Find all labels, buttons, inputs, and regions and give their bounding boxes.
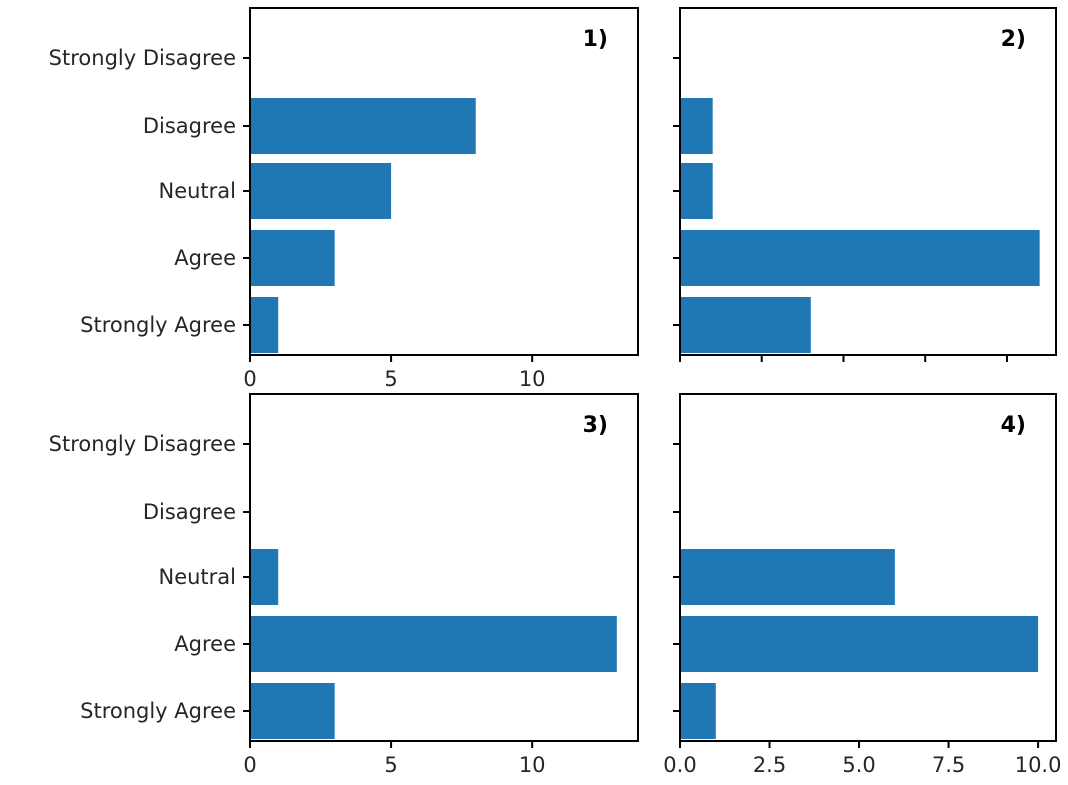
x-tick-label: 2.5 bbox=[753, 753, 786, 777]
bar-agree bbox=[680, 616, 1039, 672]
y-tick-label: Neutral bbox=[158, 179, 236, 203]
chart-panel-1: Strongly Disagree Disagree Neutral Agree Str… bbox=[49, 7, 639, 391]
plot-frame bbox=[679, 7, 1057, 356]
bar-strongly-agree bbox=[250, 683, 335, 739]
bar-disagree bbox=[680, 98, 713, 154]
plot-frame bbox=[679, 393, 1057, 742]
x-tick-label: 10 bbox=[519, 367, 546, 391]
x-tick-label: 0.0 bbox=[663, 753, 696, 777]
plot-frame bbox=[249, 7, 639, 356]
bar-neutral bbox=[680, 549, 895, 605]
bar-neutral bbox=[250, 549, 279, 605]
panel-label: 1) bbox=[583, 27, 608, 52]
x-tick-label: 5 bbox=[384, 367, 397, 391]
x-tick-label: 10 bbox=[519, 753, 546, 777]
bar-strongly-agree bbox=[680, 683, 716, 739]
x-tick-label: 10.0 bbox=[1015, 753, 1062, 777]
panel-label: 3) bbox=[583, 413, 608, 438]
y-tick-label: Disagree bbox=[143, 114, 236, 138]
x-tick-label: 0 bbox=[243, 367, 256, 391]
chart-panel-2: 2) bbox=[673, 7, 1057, 362]
x-tick-label: 5 bbox=[384, 753, 397, 777]
bar-disagree bbox=[250, 98, 476, 154]
bar-strongly-agree bbox=[680, 297, 811, 353]
bar-neutral bbox=[250, 163, 392, 219]
y-tick-label: Disagree bbox=[143, 500, 236, 524]
y-tick-label: Agree bbox=[174, 632, 236, 656]
y-tick-label: Agree bbox=[174, 246, 236, 270]
panel-label: 4) bbox=[1001, 413, 1026, 438]
bar-agree bbox=[250, 616, 617, 672]
bar-strongly-agree bbox=[250, 297, 279, 353]
x-tick-label: 7.5 bbox=[932, 753, 965, 777]
x-tick-label: 0 bbox=[243, 753, 256, 777]
y-tick-label: Strongly Disagree bbox=[49, 432, 236, 456]
bar-neutral bbox=[680, 163, 713, 219]
y-tick-label: Neutral bbox=[158, 565, 236, 589]
y-tick-label: Strongly Agree bbox=[80, 699, 236, 723]
plot-frame bbox=[249, 393, 639, 742]
bar-agree bbox=[250, 230, 335, 286]
chart-panel-4: 0.0 2.5 5.0 7.5 10.0 4) bbox=[663, 393, 1062, 777]
y-tick-label: Strongly Agree bbox=[80, 313, 236, 337]
x-tick-label: 5.0 bbox=[842, 753, 875, 777]
panel-label: 2) bbox=[1001, 27, 1026, 52]
bar-agree bbox=[680, 230, 1040, 286]
chart-panel-3: Strongly Disagree Disagree Neutral Agree Str… bbox=[49, 393, 639, 777]
y-tick-label: Strongly Disagree bbox=[49, 46, 236, 70]
